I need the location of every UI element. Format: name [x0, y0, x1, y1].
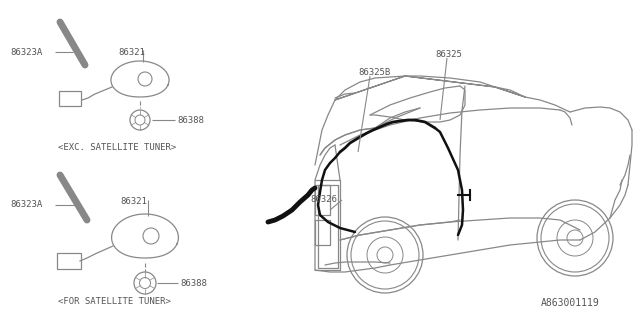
Text: 86321: 86321 — [118, 48, 145, 57]
Text: 86321: 86321 — [120, 197, 147, 206]
Text: 86325: 86325 — [435, 50, 462, 59]
Text: 86325B: 86325B — [358, 68, 390, 77]
Text: 86323A: 86323A — [10, 48, 42, 57]
Text: <EXC. SATELLITE TUNER>: <EXC. SATELLITE TUNER> — [58, 143, 176, 152]
Text: 86323A: 86323A — [10, 200, 42, 209]
Text: 86388: 86388 — [177, 116, 204, 125]
Text: <FOR SATELLITE TUNER>: <FOR SATELLITE TUNER> — [58, 297, 171, 306]
Text: 86388: 86388 — [180, 279, 207, 288]
Text: A863001119: A863001119 — [541, 298, 600, 308]
Text: 86326: 86326 — [310, 195, 337, 204]
